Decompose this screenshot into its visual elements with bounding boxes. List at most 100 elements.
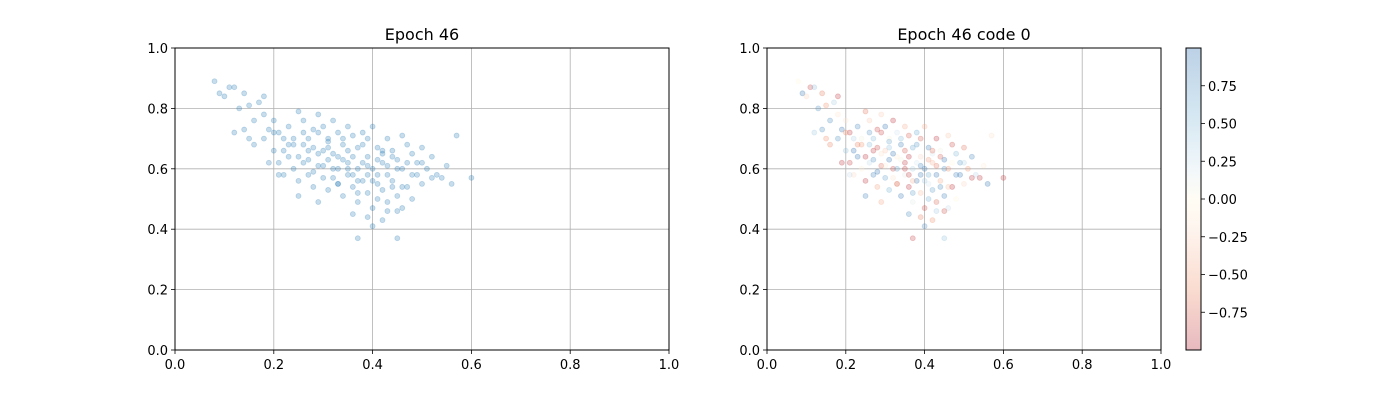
scatter-point — [846, 159, 853, 166]
scatter-point — [968, 174, 975, 181]
scatter-point — [270, 117, 277, 124]
colorbar: −0.75 −0.50 −0.25 0.00 0.25 0.50 0.75 — [1185, 47, 1248, 351]
scatter-point — [354, 177, 361, 184]
scatter-point — [305, 171, 312, 178]
y-tick-label: 0.4 — [147, 223, 168, 238]
scatter-point — [854, 123, 861, 130]
scatter-point — [862, 193, 869, 199]
scatter-point — [404, 159, 411, 166]
scatter-point — [949, 141, 956, 148]
x-tick-label: 0.6 — [461, 358, 482, 373]
scatter-point — [835, 135, 841, 142]
scatter-point — [414, 159, 420, 166]
scatter-point — [917, 214, 924, 221]
scatter-point — [251, 141, 257, 148]
scatter-point — [428, 174, 435, 181]
scatter-point — [913, 159, 920, 166]
scatter-point — [349, 171, 356, 178]
scatter-point — [211, 78, 218, 85]
scatter-point — [874, 168, 881, 175]
scatter-point — [815, 105, 822, 112]
scatter-point — [862, 177, 869, 184]
scatter-point — [909, 165, 916, 172]
scatter-point — [354, 144, 361, 151]
x-tick-label: 0.2 — [263, 358, 284, 373]
scatter-point — [409, 196, 416, 202]
scatter-point — [300, 159, 307, 166]
x-tick-label: 1.0 — [659, 358, 680, 373]
scatter-point — [854, 141, 861, 148]
scatter-point — [379, 150, 386, 157]
scatter-point — [369, 205, 376, 211]
scatter-point — [374, 171, 381, 178]
scatter-point — [957, 159, 963, 166]
scatter-point — [290, 141, 297, 148]
scatter-point — [409, 171, 416, 178]
scatter-point — [957, 171, 963, 178]
scatter-point — [419, 180, 425, 187]
scatter-point — [280, 135, 287, 142]
scatter-point — [320, 147, 327, 154]
scatter-point — [369, 165, 376, 172]
scatter-point — [310, 144, 317, 151]
x-tick-label: 0.0 — [757, 358, 778, 373]
scatter-point — [394, 235, 401, 242]
scatter-point — [941, 193, 948, 199]
scatter-point — [819, 90, 826, 97]
scatter-point — [226, 84, 233, 91]
scatter-point — [870, 147, 877, 154]
x-tick-label: 0.6 — [993, 358, 1014, 373]
scatter-point — [811, 84, 818, 91]
scatter-point — [898, 193, 904, 199]
scatter-point — [305, 135, 312, 142]
scatter-point — [241, 126, 248, 133]
scatter-point — [349, 153, 356, 160]
scatter-point — [285, 141, 292, 148]
scatter-point — [909, 177, 916, 184]
scatter-point — [344, 171, 351, 178]
scatter-point — [913, 141, 920, 148]
scatter-point — [870, 156, 877, 163]
scatter-point — [937, 177, 944, 184]
scatter-point — [933, 135, 940, 142]
scatter-point — [886, 144, 893, 151]
scatter-point — [921, 123, 928, 130]
scatter-point — [428, 153, 435, 160]
scatter-point — [972, 171, 979, 178]
scatter-point — [325, 187, 332, 193]
scatter-point — [1000, 174, 1007, 181]
scatter-point — [389, 184, 396, 190]
colorbar-tick-label: 0.75 — [1208, 80, 1237, 95]
scatter-point — [448, 180, 455, 187]
scatter-point — [443, 162, 450, 169]
scatter-point — [285, 153, 292, 160]
scatter-point — [913, 129, 920, 136]
scatter-point — [878, 199, 885, 205]
scatter-point — [878, 162, 885, 169]
scatter-point — [850, 171, 857, 178]
scatter-point — [344, 123, 351, 130]
scatter-point — [858, 141, 865, 148]
scatter-point — [236, 105, 243, 112]
scatter-point — [344, 165, 351, 172]
scatter-point — [819, 126, 826, 133]
axes-frame — [174, 47, 670, 351]
scatter-point — [399, 165, 406, 172]
y-tick-label: 0.2 — [739, 284, 760, 299]
x-tick-label: 0.8 — [1072, 358, 1093, 373]
scatter-point — [858, 165, 865, 172]
colorbar-tick-label: −0.75 — [1208, 306, 1248, 321]
scatter-point — [344, 147, 351, 154]
scatter-point — [315, 162, 322, 169]
scatter-point — [945, 132, 952, 139]
scatter-point — [394, 208, 401, 214]
scatter-point — [325, 135, 332, 142]
scatter-points — [795, 78, 1007, 242]
scatter-point — [866, 129, 873, 136]
scatter-point — [305, 147, 312, 154]
grid-lines — [174, 47, 670, 351]
scatter-point — [866, 159, 873, 166]
scatter-point — [369, 177, 376, 184]
scatter-point — [384, 171, 391, 178]
scatter-point — [980, 162, 987, 169]
